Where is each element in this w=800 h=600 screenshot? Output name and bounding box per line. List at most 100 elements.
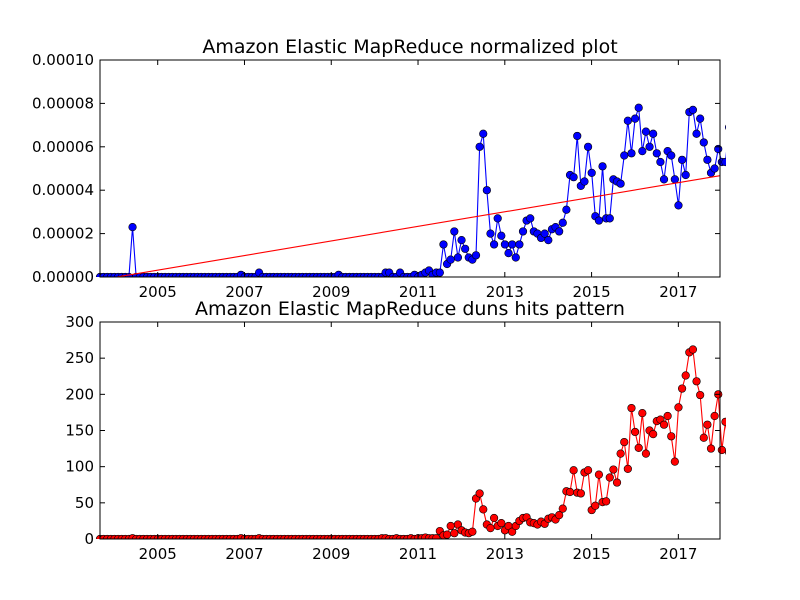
- bottom-data-point: [569, 466, 578, 475]
- top-data-point: [457, 236, 466, 245]
- bottom-data-point: [710, 411, 719, 421]
- bottom-data-point: [605, 473, 614, 482]
- normalized-plot-title: Amazon Elastic MapReduce normalized plot: [202, 36, 617, 58]
- top-data-point: [569, 173, 578, 182]
- bottom-data-point: [558, 504, 567, 513]
- top-data-point: [667, 151, 676, 160]
- top-axes-frame: [99, 59, 721, 278]
- bottom-data-point: [706, 444, 716, 453]
- top-y-tick-label: 0.00000: [32, 268, 94, 286]
- bottom-y-tick-label: 0: [84, 530, 94, 548]
- top-data-point: [594, 216, 604, 225]
- bottom-data-point: [591, 501, 600, 510]
- bottom-data-point: [699, 433, 708, 442]
- top-data-point: [504, 249, 513, 258]
- bottom-data-point: [627, 403, 636, 413]
- top-y-tick-label: 0.00008: [32, 94, 94, 112]
- bottom-series-line: [100, 348, 726, 539]
- top-data-point: [526, 214, 535, 223]
- top-data-point: [616, 179, 625, 188]
- top-data-point: [721, 157, 726, 167]
- top-y-tick-label: 0.00010: [32, 51, 94, 69]
- top-data-point: [540, 229, 549, 238]
- top-data-point: [562, 205, 571, 214]
- top-data-point: [555, 227, 564, 236]
- bottom-data-point: [670, 457, 679, 466]
- top-data-point: [699, 138, 708, 147]
- top-data-point: [674, 201, 683, 210]
- top-data-point: [677, 155, 687, 164]
- top-trend-line: [113, 175, 721, 277]
- bottom-data-point: [497, 518, 506, 528]
- top-data-point: [471, 251, 481, 260]
- bottom-data-point: [623, 464, 632, 473]
- top-data-point: [435, 268, 444, 277]
- bottom-data-point: [641, 449, 651, 458]
- bottom-x-tick-label: 2009: [312, 545, 350, 563]
- bottom-data-point: [696, 390, 705, 400]
- bottom-data-point: [565, 487, 575, 497]
- bottom-data-point: [638, 409, 647, 418]
- bottom-data-point: [432, 534, 441, 539]
- bottom-x-tick-label: 2007: [225, 545, 263, 563]
- top-data-point: [486, 229, 495, 238]
- bottom-data-point: [674, 403, 683, 412]
- top-x-tick-label: 2015: [572, 283, 610, 301]
- bottom-x-tick-label: 2013: [486, 545, 524, 563]
- top-data-point: [587, 168, 596, 177]
- top-data-point: [439, 240, 448, 249]
- bottom-data-point: [667, 432, 676, 441]
- bottom-data-point: [468, 527, 477, 536]
- bottom-data-point: [594, 470, 604, 479]
- bottom-data-point: [688, 345, 698, 354]
- bottom-y-tick-label: 150: [65, 422, 94, 440]
- bottom-data-point: [609, 465, 618, 474]
- bottom-data-point: [721, 417, 726, 426]
- bottom-data-point: [717, 445, 726, 455]
- top-data-point: [489, 240, 499, 249]
- top-data-point: [453, 253, 463, 262]
- bottom-data-point: [692, 377, 701, 386]
- top-x-tick-label: 2017: [659, 283, 697, 301]
- bottom-data-point: [442, 530, 452, 539]
- bottom-data-point: [446, 521, 455, 531]
- bottom-data-point: [649, 430, 658, 439]
- top-x-tick-label: 2007: [225, 283, 263, 301]
- top-data-point: [558, 218, 567, 227]
- top-data-point: [692, 129, 701, 138]
- bottom-data-point: [479, 505, 488, 514]
- duns-hits-title: Amazon Elastic MapReduce duns hits patte…: [195, 298, 625, 320]
- top-y-tick-label: 0.00002: [32, 225, 94, 243]
- bottom-data-point: [659, 420, 669, 429]
- top-data-point: [450, 227, 459, 236]
- bottom-x-tick-label: 2011: [399, 545, 437, 563]
- bottom-y-tick-label: 300: [65, 313, 94, 331]
- top-data-point: [482, 186, 491, 195]
- top-data-point: [598, 162, 607, 171]
- top-data-point: [645, 142, 654, 151]
- top-series-line: [100, 107, 726, 277]
- bottom-plot-area: [95, 345, 726, 539]
- duns-hits-chart: Amazon Elastic MapReduce duns hits patte…: [65, 298, 726, 563]
- top-data-point: [479, 129, 488, 138]
- bottom-y-tick-label: 200: [65, 385, 94, 403]
- top-data-point: [446, 255, 455, 264]
- top-data-point: [515, 240, 524, 249]
- bottom-x-tick-label: 2015: [572, 545, 610, 563]
- bottom-data-point: [634, 443, 643, 452]
- top-data-point: [128, 222, 137, 232]
- top-data-point: [493, 214, 502, 223]
- bottom-data-point: [583, 466, 593, 475]
- top-data-point: [623, 116, 632, 125]
- top-data-point: [652, 149, 661, 158]
- bottom-data-point: [602, 497, 611, 506]
- bottom-data-point: [555, 511, 564, 520]
- top-data-point: [696, 114, 705, 123]
- top-data-point: [638, 147, 647, 156]
- bottom-data-point: [486, 524, 495, 533]
- top-data-point: [656, 157, 665, 167]
- top-data-point: [630, 114, 640, 123]
- top-data-point: [729, 63, 737, 71]
- bottom-data-point: [612, 478, 622, 487]
- top-data-point: [670, 175, 679, 184]
